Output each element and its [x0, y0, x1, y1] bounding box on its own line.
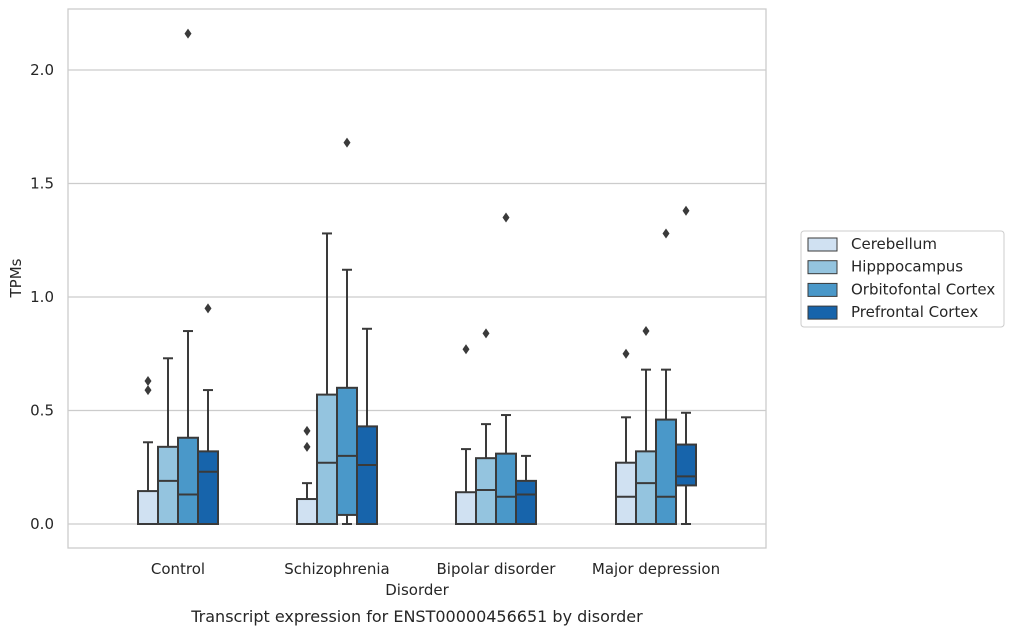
outlier-point	[622, 348, 630, 359]
outlier-point	[502, 212, 510, 223]
legend: Cerebellum Hipppocampus Orbitofontal Corte…	[800, 230, 1005, 328]
box-2-1	[475, 328, 497, 526]
box-2-3	[515, 454, 537, 525]
y-tick-label: 1.0	[30, 288, 54, 306]
legend-label: Orbitofontal Cortex	[851, 280, 995, 298]
box-iqr	[177, 436, 199, 525]
box-0-3	[197, 303, 219, 525]
outlier-point	[184, 28, 192, 39]
legend-swatch	[807, 260, 838, 275]
box-2-0	[455, 344, 477, 526]
outlier-point	[204, 303, 212, 314]
outlier-point	[343, 137, 351, 148]
box-iqr	[495, 452, 517, 526]
legend-swatch	[807, 305, 838, 320]
y-axis-label: TPMs	[7, 258, 25, 298]
legend-item: Prefrontal Cortex	[807, 303, 978, 321]
legend-label: Hipppocampus	[851, 258, 963, 276]
box-0-1	[157, 357, 179, 526]
outlier-point	[462, 344, 470, 355]
outlier-point	[144, 375, 152, 386]
box-iqr	[655, 418, 677, 525]
legend-label: Cerebellum	[851, 235, 937, 253]
box-iqr	[296, 498, 318, 525]
box-iqr	[455, 491, 477, 526]
box-iqr	[197, 450, 219, 525]
box-iqr	[316, 393, 338, 525]
x-tick-label: Major depression	[592, 560, 720, 578]
x-tick-label: Bipolar disorder	[437, 560, 557, 578]
x-axis-label: Disorder	[385, 581, 449, 599]
box-3-1	[635, 326, 657, 525]
box-iqr	[635, 450, 657, 525]
outlier-point	[303, 425, 311, 436]
legend-item: Hipppocampus	[807, 258, 963, 276]
legend-item: Cerebellum	[807, 235, 937, 253]
outlier-point	[303, 441, 311, 452]
box-1-0	[296, 425, 318, 525]
box-iqr	[475, 457, 497, 526]
legend-item: Orbitofontal Cortex	[807, 280, 995, 298]
outlier-point	[482, 328, 490, 339]
outlier-point	[682, 205, 690, 216]
box-1-3	[356, 327, 378, 526]
outlier-point	[662, 228, 670, 239]
x-tick-label: Schizophrenia	[284, 560, 389, 578]
y-tick-labels: 0.0 0.5 1.0 1.5 2.0	[30, 61, 54, 533]
y-tick-label: 0.0	[30, 515, 54, 533]
box-iqr	[356, 425, 378, 526]
box-0-2	[177, 28, 199, 525]
outlier-point	[144, 385, 152, 396]
y-tick-label: 0.5	[30, 402, 54, 420]
box-plots	[137, 28, 697, 526]
box-iqr	[515, 479, 537, 525]
box-2-2	[495, 212, 517, 526]
box-iqr	[675, 443, 697, 487]
plot-frame	[67, 8, 767, 549]
box-iqr	[336, 386, 358, 516]
x-tick-labels: Control Schizophrenia Bipolar disorder Majo…	[151, 560, 720, 578]
box-0-0	[137, 375, 159, 525]
legend-label: Prefrontal Cortex	[851, 303, 978, 321]
box-3-0	[615, 348, 637, 525]
legend-frame	[800, 230, 1005, 328]
y-tick-label: 2.0	[30, 61, 54, 79]
chart-title: Transcript expression for ENST0000045665…	[190, 607, 643, 626]
box-iqr	[137, 490, 159, 525]
y-tick-label: 1.5	[30, 175, 54, 193]
x-tick-label: Control	[151, 560, 205, 578]
box-iqr	[157, 445, 179, 526]
box-3-3	[675, 205, 697, 525]
legend-swatch	[807, 282, 838, 297]
outlier-point	[642, 326, 650, 337]
box-iqr	[615, 461, 637, 525]
legend-swatch	[807, 237, 838, 252]
